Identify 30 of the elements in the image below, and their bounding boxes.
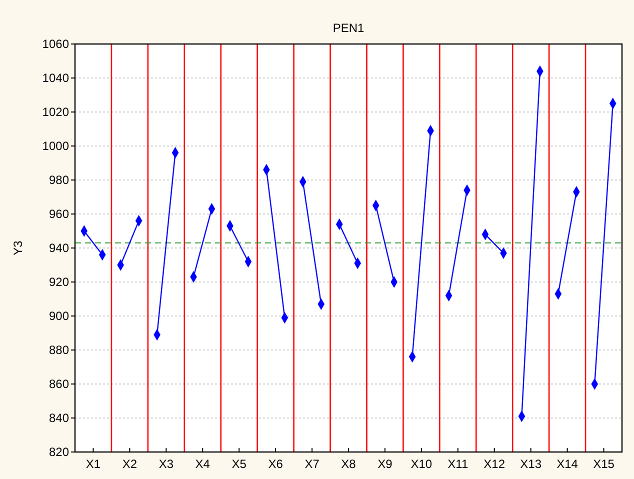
x-tick-label: X7 [304,457,320,471]
y-tick-label: 880 [48,343,70,357]
x-tick-label: X10 [410,457,432,471]
x-tick-label: X13 [520,457,542,471]
x-tick-label: X8 [341,457,356,471]
y-tick-label: 980 [48,173,70,187]
x-tick-label: X4 [195,457,210,471]
x-tick-label: X14 [556,457,578,471]
x-tick-label: X15 [593,457,615,471]
x-tick-label: X2 [122,457,138,471]
x-tick-label: X12 [484,457,506,471]
y-tick-label: 900 [48,309,70,323]
y-tick-label: 960 [48,207,70,221]
y-tick-label: 860 [48,377,70,391]
x-tick-label: X5 [232,457,247,471]
y-tick-label: 920 [48,275,70,289]
x-tick-label: X6 [268,457,284,471]
y-tick-label: 940 [48,241,70,255]
y-tick-label: 820 [48,445,70,459]
y-tick-label: 840 [48,411,70,425]
x-tick-label: X3 [158,457,174,471]
x-tick-label: X11 [448,457,468,471]
x-tick-label: X9 [378,457,393,471]
y-tick-label: 1020 [42,105,70,119]
y-tick-label: 1040 [42,71,70,85]
y-tick-label: 1000 [42,139,70,153]
y-tick-label: 1060 [42,37,70,51]
chart-title: PEN1 [332,21,364,35]
y-axis-title: Y3 [11,240,25,256]
x-tick-label: X1 [86,457,101,471]
